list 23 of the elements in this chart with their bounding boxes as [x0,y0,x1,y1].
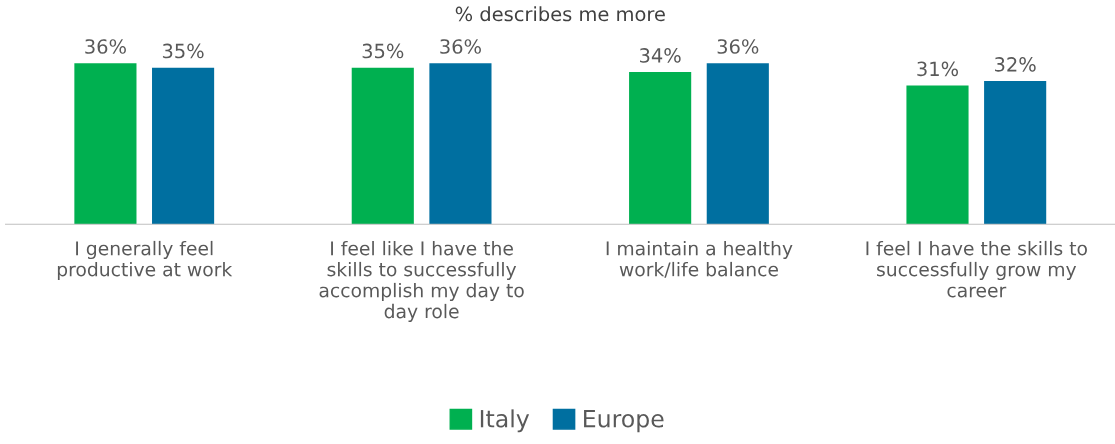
bar [351,67,414,225]
bar [429,63,492,225]
x-tick-label: I feel like I have the skills to successfully accomplish my day to day role [319,240,524,323]
bar [984,81,1047,225]
data-label: 36% [440,39,481,54]
chart-title: % describes me more [455,6,665,22]
legend-label: Italy [480,409,530,433]
data-label: 35% [162,43,204,59]
data-label: 36% [717,39,759,54]
data-label: 31% [917,61,959,77]
x-tick-label: I maintain a healthy work/life balance [606,240,793,278]
bar [74,63,137,225]
data-label: 36% [85,39,126,54]
bar [152,67,215,225]
bar [706,63,769,225]
x-tick-label: I feel I have the skills to successfully grow my career [866,240,1087,298]
bar [629,72,692,225]
legend-label: Europe [584,410,664,433]
data-label: 35% [362,43,404,59]
x-tick-label: I generally feel productive at work [57,240,233,281]
data-label: 34% [640,48,681,63]
data-label: 32% [995,57,1036,72]
bar [906,85,969,225]
